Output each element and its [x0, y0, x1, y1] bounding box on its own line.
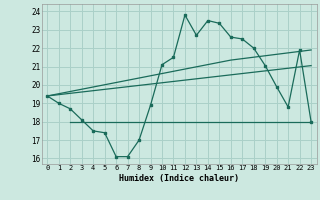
- X-axis label: Humidex (Indice chaleur): Humidex (Indice chaleur): [119, 174, 239, 183]
